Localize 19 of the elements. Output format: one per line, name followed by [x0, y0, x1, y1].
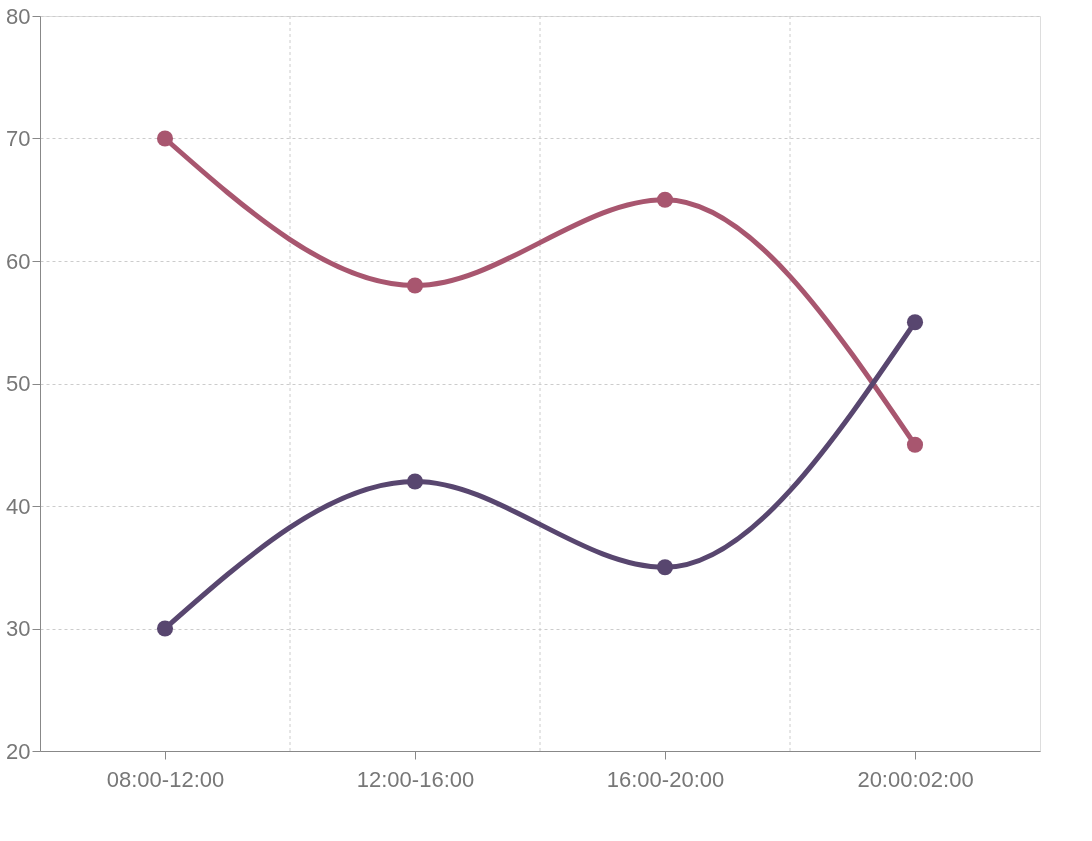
point — [156, 620, 174, 637]
point — [906, 314, 924, 331]
x-tick-label: 16:00-20:00 — [606, 766, 725, 792]
point — [906, 436, 924, 453]
x-tick-label: 08:00-12:00 — [106, 766, 225, 792]
y-tick-label: 70 — [6, 126, 31, 151]
point — [656, 191, 674, 208]
y-tick-label: 50 — [6, 371, 31, 396]
y-tick-label: 60 — [6, 248, 31, 274]
x-tick-label: 12:00-16:00 — [356, 766, 475, 792]
y-tick-label: 80 — [6, 3, 31, 29]
x-tick-label: 20:00:02:00 — [857, 766, 974, 792]
point — [656, 559, 674, 576]
y-tick-label: 40 — [6, 493, 31, 519]
y-tick-label: 30 — [6, 616, 31, 641]
point — [406, 473, 424, 490]
point — [406, 277, 424, 294]
point — [156, 130, 174, 147]
y-tick-label: 20 — [6, 738, 31, 764]
